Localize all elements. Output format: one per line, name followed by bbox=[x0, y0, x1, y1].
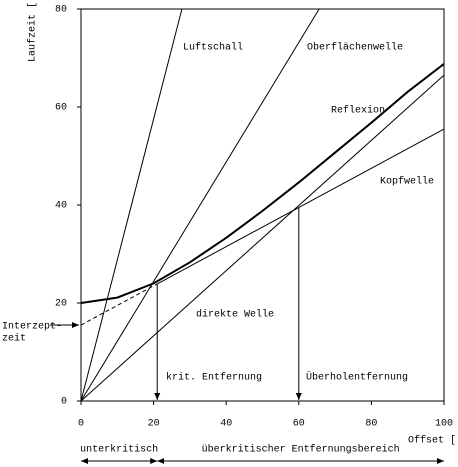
series-line bbox=[80, 8, 320, 402]
x-tick-label: 0 bbox=[78, 419, 84, 430]
y-tick-label: 20 bbox=[55, 299, 67, 310]
series-line bbox=[80, 283, 158, 326]
series-line bbox=[156, 128, 445, 285]
x-tick-label: 40 bbox=[220, 419, 232, 430]
y-tick-label: 60 bbox=[55, 103, 67, 114]
y-tick-label: 40 bbox=[55, 201, 67, 212]
series-label: Luftschall bbox=[183, 42, 243, 54]
series-label: Reflexion bbox=[331, 105, 385, 117]
annotation-label: krit. Entfernung bbox=[166, 372, 262, 384]
range-label: überkritischer Entfernungsbereich bbox=[202, 444, 400, 456]
x-tick-label: 100 bbox=[435, 419, 453, 430]
x-tick-label: 80 bbox=[365, 419, 377, 430]
series-label: Oberflächenwelle bbox=[307, 42, 403, 54]
series-line bbox=[80, 63, 445, 304]
y-tick-label: 80 bbox=[55, 5, 67, 16]
series-label: direkte Welle bbox=[196, 309, 274, 321]
y-axis-label: Laufzeit [ bbox=[27, 2, 39, 62]
range-label: unterkritisch bbox=[80, 444, 158, 456]
intercept-label: zeit bbox=[2, 333, 26, 345]
series-line bbox=[80, 8, 183, 402]
series-label: Kopfwelle bbox=[380, 176, 434, 188]
plot-frame bbox=[80, 8, 445, 402]
x-axis-label: Offset [ bbox=[408, 435, 456, 447]
intercept-label: Interzept- bbox=[2, 322, 62, 333]
series-line bbox=[80, 74, 445, 402]
annotation-label: Überholentfernung bbox=[306, 371, 408, 384]
y-tick-label: 0 bbox=[61, 397, 67, 408]
x-tick-label: 20 bbox=[148, 419, 160, 430]
x-tick-label: 60 bbox=[293, 419, 305, 430]
